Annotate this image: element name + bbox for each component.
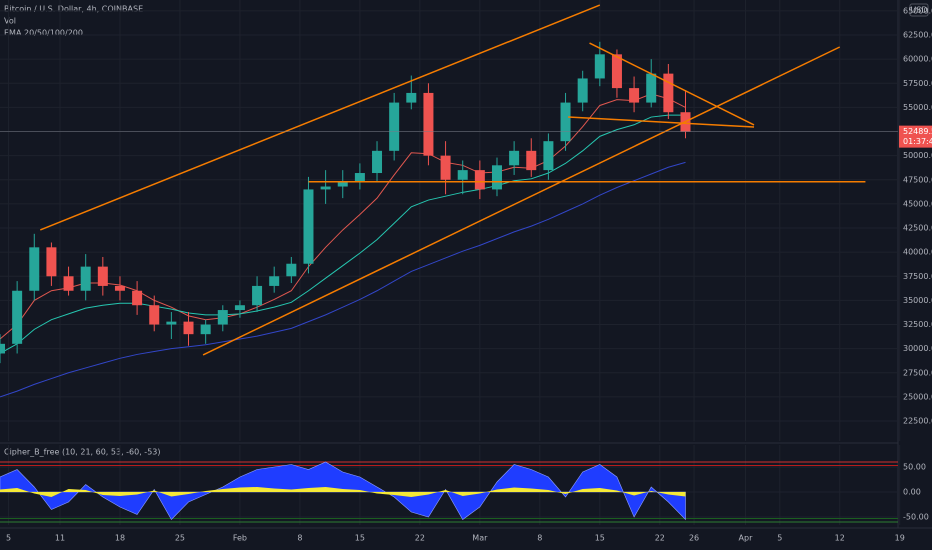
- candle-body: [354, 173, 365, 182]
- y-tick-label: 32500.00: [903, 320, 932, 329]
- y-tick-label: -50.00: [903, 513, 929, 522]
- candle-body: [12, 290, 23, 344]
- trend-line: [39, 4, 601, 231]
- y-tick-label: 47500.00: [903, 175, 932, 184]
- y-tick-label: 45000.00: [903, 199, 932, 208]
- y-tick-label: 57500.00: [903, 79, 932, 88]
- candle-body: [320, 186, 331, 190]
- y-tick-label: 62500.00: [903, 31, 932, 40]
- x-tick-label: 22: [415, 534, 425, 543]
- candle-body: [491, 165, 502, 190]
- y-tick-label: 42500.00: [903, 224, 932, 233]
- candle-body: [200, 324, 211, 335]
- candle-body: [166, 321, 177, 325]
- candle-body: [663, 73, 674, 113]
- candle-body: [406, 92, 417, 103]
- x-tick-label: 12: [835, 534, 845, 543]
- candle-body: [474, 170, 485, 190]
- candle-body: [80, 266, 91, 291]
- y-tick-label: 55000.00: [903, 103, 932, 112]
- candle-body: [629, 88, 640, 103]
- ema-line: [0, 161, 686, 398]
- candle-body: [269, 276, 280, 286]
- candle-body: [114, 285, 125, 291]
- candle-body: [611, 54, 622, 89]
- ema-line: [0, 93, 686, 340]
- legend-item: EMA 20/50/100/200: [4, 29, 83, 38]
- x-tick-label: 26: [689, 534, 699, 543]
- currency: USD: [910, 6, 927, 15]
- x-tick-label: 25: [175, 534, 185, 543]
- candle-body: [423, 92, 434, 156]
- last-price-label: 52489.59: [903, 127, 932, 136]
- x-tick-label: 5: [6, 534, 11, 543]
- money-flow-area: [0, 487, 686, 497]
- candle-body: [29, 247, 40, 291]
- x-tick-label: 8: [537, 534, 542, 543]
- y-tick-label: 30000.00: [903, 344, 932, 353]
- y-tick-label: 22500.00: [903, 417, 932, 426]
- trend-line: [568, 116, 755, 128]
- x-tick-label: 11: [55, 534, 65, 543]
- candle-body: [389, 102, 400, 151]
- candle-body: [183, 321, 194, 335]
- y-tick-label: 37500.00: [903, 272, 932, 281]
- x-tick-label: 18: [115, 534, 125, 543]
- ema-line: [0, 114, 686, 354]
- x-tick-label: Feb: [233, 534, 247, 543]
- candle-body: [372, 150, 383, 174]
- chart-title: Bitcoin / U.S. Dollar, 4h, COINBASE: [4, 5, 143, 14]
- candle-body: [457, 170, 468, 180]
- y-tick-label: 35000.00: [903, 296, 932, 305]
- countdown-label: 01:37:45: [903, 137, 932, 146]
- y-tick-label: 25000.00: [903, 392, 932, 401]
- candle-body: [217, 310, 228, 325]
- x-tick-label: 15: [595, 534, 605, 543]
- candle-body: [63, 276, 74, 291]
- trend-line: [202, 46, 841, 356]
- x-tick-label: Apr: [739, 534, 754, 543]
- candle-body: [337, 181, 348, 187]
- x-tick-label: 19: [895, 534, 905, 543]
- indicator-title: Cipher_B_free (10, 21, 60, 53, -60, -53): [4, 448, 161, 457]
- last-price-box: [899, 125, 932, 148]
- candle-body: [0, 343, 5, 354]
- x-tick-label: 22: [655, 534, 665, 543]
- candle-body: [526, 150, 537, 171]
- candle-body: [509, 150, 520, 166]
- x-tick-label: 5: [777, 534, 782, 543]
- candle-body: [149, 305, 160, 325]
- legend-item: Vol: [4, 17, 16, 26]
- candle-body: [560, 102, 571, 142]
- candle-body: [440, 155, 451, 180]
- candle-body: [577, 78, 588, 103]
- candle-body: [234, 305, 245, 311]
- y-tick-label: 40000.00: [903, 248, 932, 257]
- currency-box[interactable]: [909, 3, 929, 17]
- y-tick-label: 65000.00: [903, 6, 932, 15]
- trend-line: [589, 42, 755, 126]
- y-tick-label: 0.00: [903, 488, 921, 497]
- x-tick-label: 8: [297, 534, 302, 543]
- candle-body: [594, 54, 605, 79]
- candle-body: [97, 266, 108, 286]
- candle-body: [252, 285, 263, 306]
- candle-body: [303, 189, 314, 264]
- candle-body: [46, 247, 57, 277]
- x-tick-label: 15: [355, 534, 365, 543]
- y-tick-label: 50.00: [903, 463, 926, 472]
- y-tick-label: 60000.00: [903, 55, 932, 64]
- candle-body: [132, 290, 143, 306]
- candle-body: [543, 141, 554, 171]
- x-tick-label: Mar: [472, 534, 488, 543]
- y-tick-label: 27500.00: [903, 368, 932, 377]
- y-tick-label: 50000.00: [903, 151, 932, 160]
- candle-body: [286, 263, 297, 277]
- candle-body: [646, 73, 657, 103]
